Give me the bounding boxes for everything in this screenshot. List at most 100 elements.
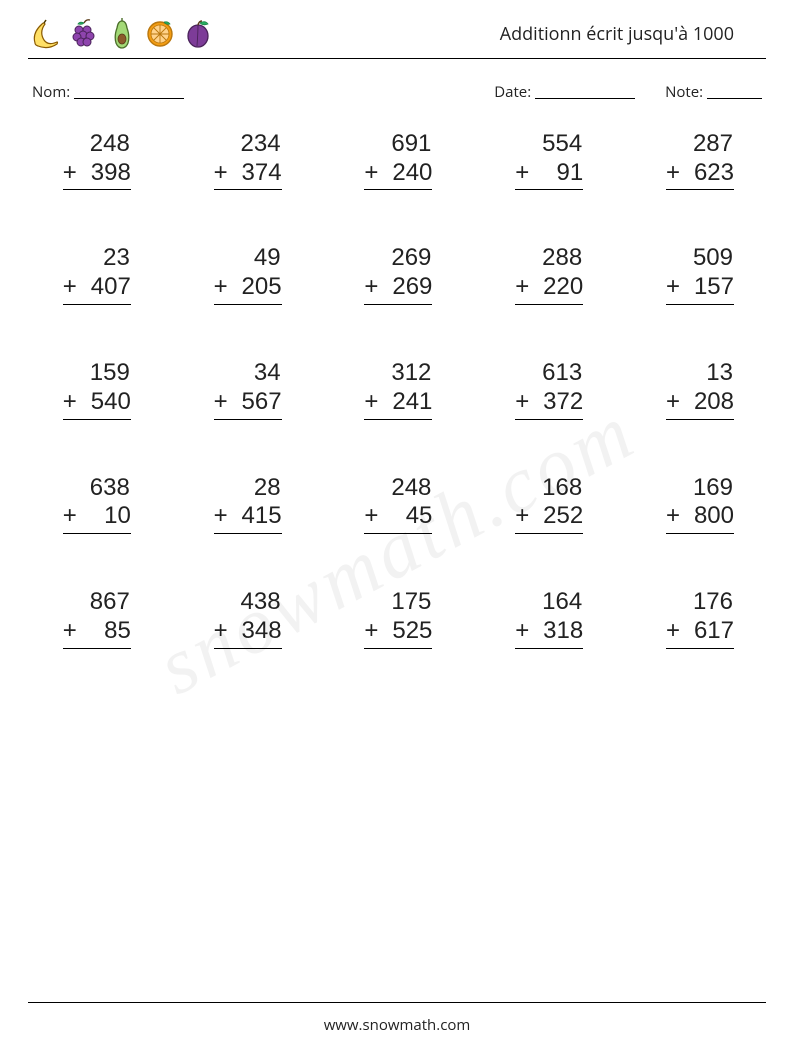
date-blank[interactable] (535, 83, 635, 99)
addend-bottom-row: +205 (214, 273, 282, 305)
addend-bottom-row: +220 (515, 273, 583, 305)
addend-bottom-row: +540 (63, 388, 131, 420)
addition-problem: 234 +374 (185, 130, 308, 191)
operator: + (515, 388, 529, 417)
operator: + (63, 502, 77, 531)
addend-bottom-row: +10 (63, 502, 131, 534)
date-field: Date: (494, 81, 635, 102)
operator: + (515, 273, 529, 302)
addend-bottom-row: +623 (666, 159, 734, 191)
addend-bottom: 617 (694, 617, 734, 646)
orange-slice-icon (144, 18, 176, 50)
operator: + (63, 273, 77, 302)
worksheet-page: snowmath.com (0, 0, 794, 1053)
addition-problem: 638+10 (34, 474, 157, 535)
addend-top: 269 (391, 244, 432, 273)
addend-bottom: 240 (392, 159, 432, 188)
addend-top: 438 (241, 588, 282, 617)
addend-top: 638 (90, 474, 131, 503)
operator: + (214, 159, 228, 188)
addend-top: 288 (542, 244, 583, 273)
addend-top: 13 (706, 359, 734, 388)
addend-bottom: 623 (694, 159, 734, 188)
addend-bottom: 157 (694, 273, 734, 302)
addition-problem: 169+800 (637, 474, 760, 535)
note-field: Note: (665, 81, 762, 102)
addition-problem: 49+205 (185, 244, 308, 305)
addend-top: 49 (254, 244, 282, 273)
operator: + (666, 159, 680, 188)
operator: + (515, 502, 529, 531)
addend-bottom-row: +415 (214, 502, 282, 534)
addend-bottom-row: +800 (666, 502, 734, 534)
addend-bottom: 91 (556, 159, 583, 188)
operator: + (214, 617, 228, 646)
addend-top: 23 (103, 244, 131, 273)
operator: + (364, 159, 378, 188)
addition-problem: 554+91 (486, 130, 609, 191)
addition-problem: 248+398 (34, 130, 157, 191)
addend-bottom: 85 (104, 617, 131, 646)
addition-problem: 159+540 (34, 359, 157, 420)
addend-top: 287 (693, 130, 734, 159)
addend-top: 691 (391, 130, 432, 159)
operator: + (63, 617, 77, 646)
addend-bottom-row: +241 (364, 388, 432, 420)
operator: + (364, 388, 378, 417)
addend-bottom-row: +348 (214, 617, 282, 649)
addition-problem: 248+45 (336, 474, 459, 535)
addend-top: 312 (391, 359, 432, 388)
addition-problem: 312+241 (336, 359, 459, 420)
addend-bottom-row: +398 (63, 159, 131, 191)
operator: + (515, 617, 529, 646)
addend-bottom-row: +208 (666, 388, 734, 420)
addend-top: 169 (693, 474, 734, 503)
addition-problem: 867+85 (34, 588, 157, 649)
plum-icon (182, 18, 214, 50)
note-blank[interactable] (707, 83, 762, 99)
addend-bottom-row: +407 (63, 273, 131, 305)
addend-top: 168 (542, 474, 583, 503)
addend-top: 234 (241, 130, 282, 159)
note-label: Note: (665, 82, 703, 102)
addend-bottom: 318 (543, 617, 583, 646)
addend-bottom: 205 (242, 273, 282, 302)
addition-problem: 175+525 (336, 588, 459, 649)
name-label: Nom: (32, 82, 70, 102)
addend-top: 613 (542, 359, 583, 388)
addend-bottom: 45 (406, 502, 433, 531)
addend-bottom-row: +567 (214, 388, 282, 420)
grapes-icon (68, 18, 100, 50)
addend-top: 28 (254, 474, 282, 503)
addend-bottom-row: +318 (515, 617, 583, 649)
addend-bottom: 10 (104, 502, 131, 531)
operator: + (666, 502, 680, 531)
addend-top: 176 (693, 588, 734, 617)
addend-bottom-row: +157 (666, 273, 734, 305)
addition-problem: 288+220 (486, 244, 609, 305)
addend-bottom: 374 (242, 159, 282, 188)
date-label: Date: (494, 82, 531, 102)
addend-top: 248 (391, 474, 432, 503)
addition-problem: 691 +240 (336, 130, 459, 191)
worksheet-title: Additionn écrit jusqu'à 1000 (500, 22, 764, 46)
addend-top: 159 (90, 359, 131, 388)
addend-bottom: 398 (91, 159, 131, 188)
addend-bottom: 525 (392, 617, 432, 646)
operator: + (63, 159, 77, 188)
addition-problem: 164+318 (486, 588, 609, 649)
addition-problem: 613+372 (486, 359, 609, 420)
addend-top: 248 (90, 130, 131, 159)
addend-bottom-row: +45 (364, 502, 432, 534)
addend-bottom-row: +91 (515, 159, 583, 191)
addend-bottom-row: +525 (364, 617, 432, 649)
operator: + (515, 159, 529, 188)
operator: + (214, 388, 228, 417)
addend-bottom: 269 (392, 273, 432, 302)
name-blank[interactable] (74, 83, 184, 99)
addend-top: 164 (542, 588, 583, 617)
addend-bottom-row: +617 (666, 617, 734, 649)
footer-url: www.snowmath.com (0, 1015, 794, 1035)
addition-problem: 269+269 (336, 244, 459, 305)
addend-bottom: 407 (91, 273, 131, 302)
